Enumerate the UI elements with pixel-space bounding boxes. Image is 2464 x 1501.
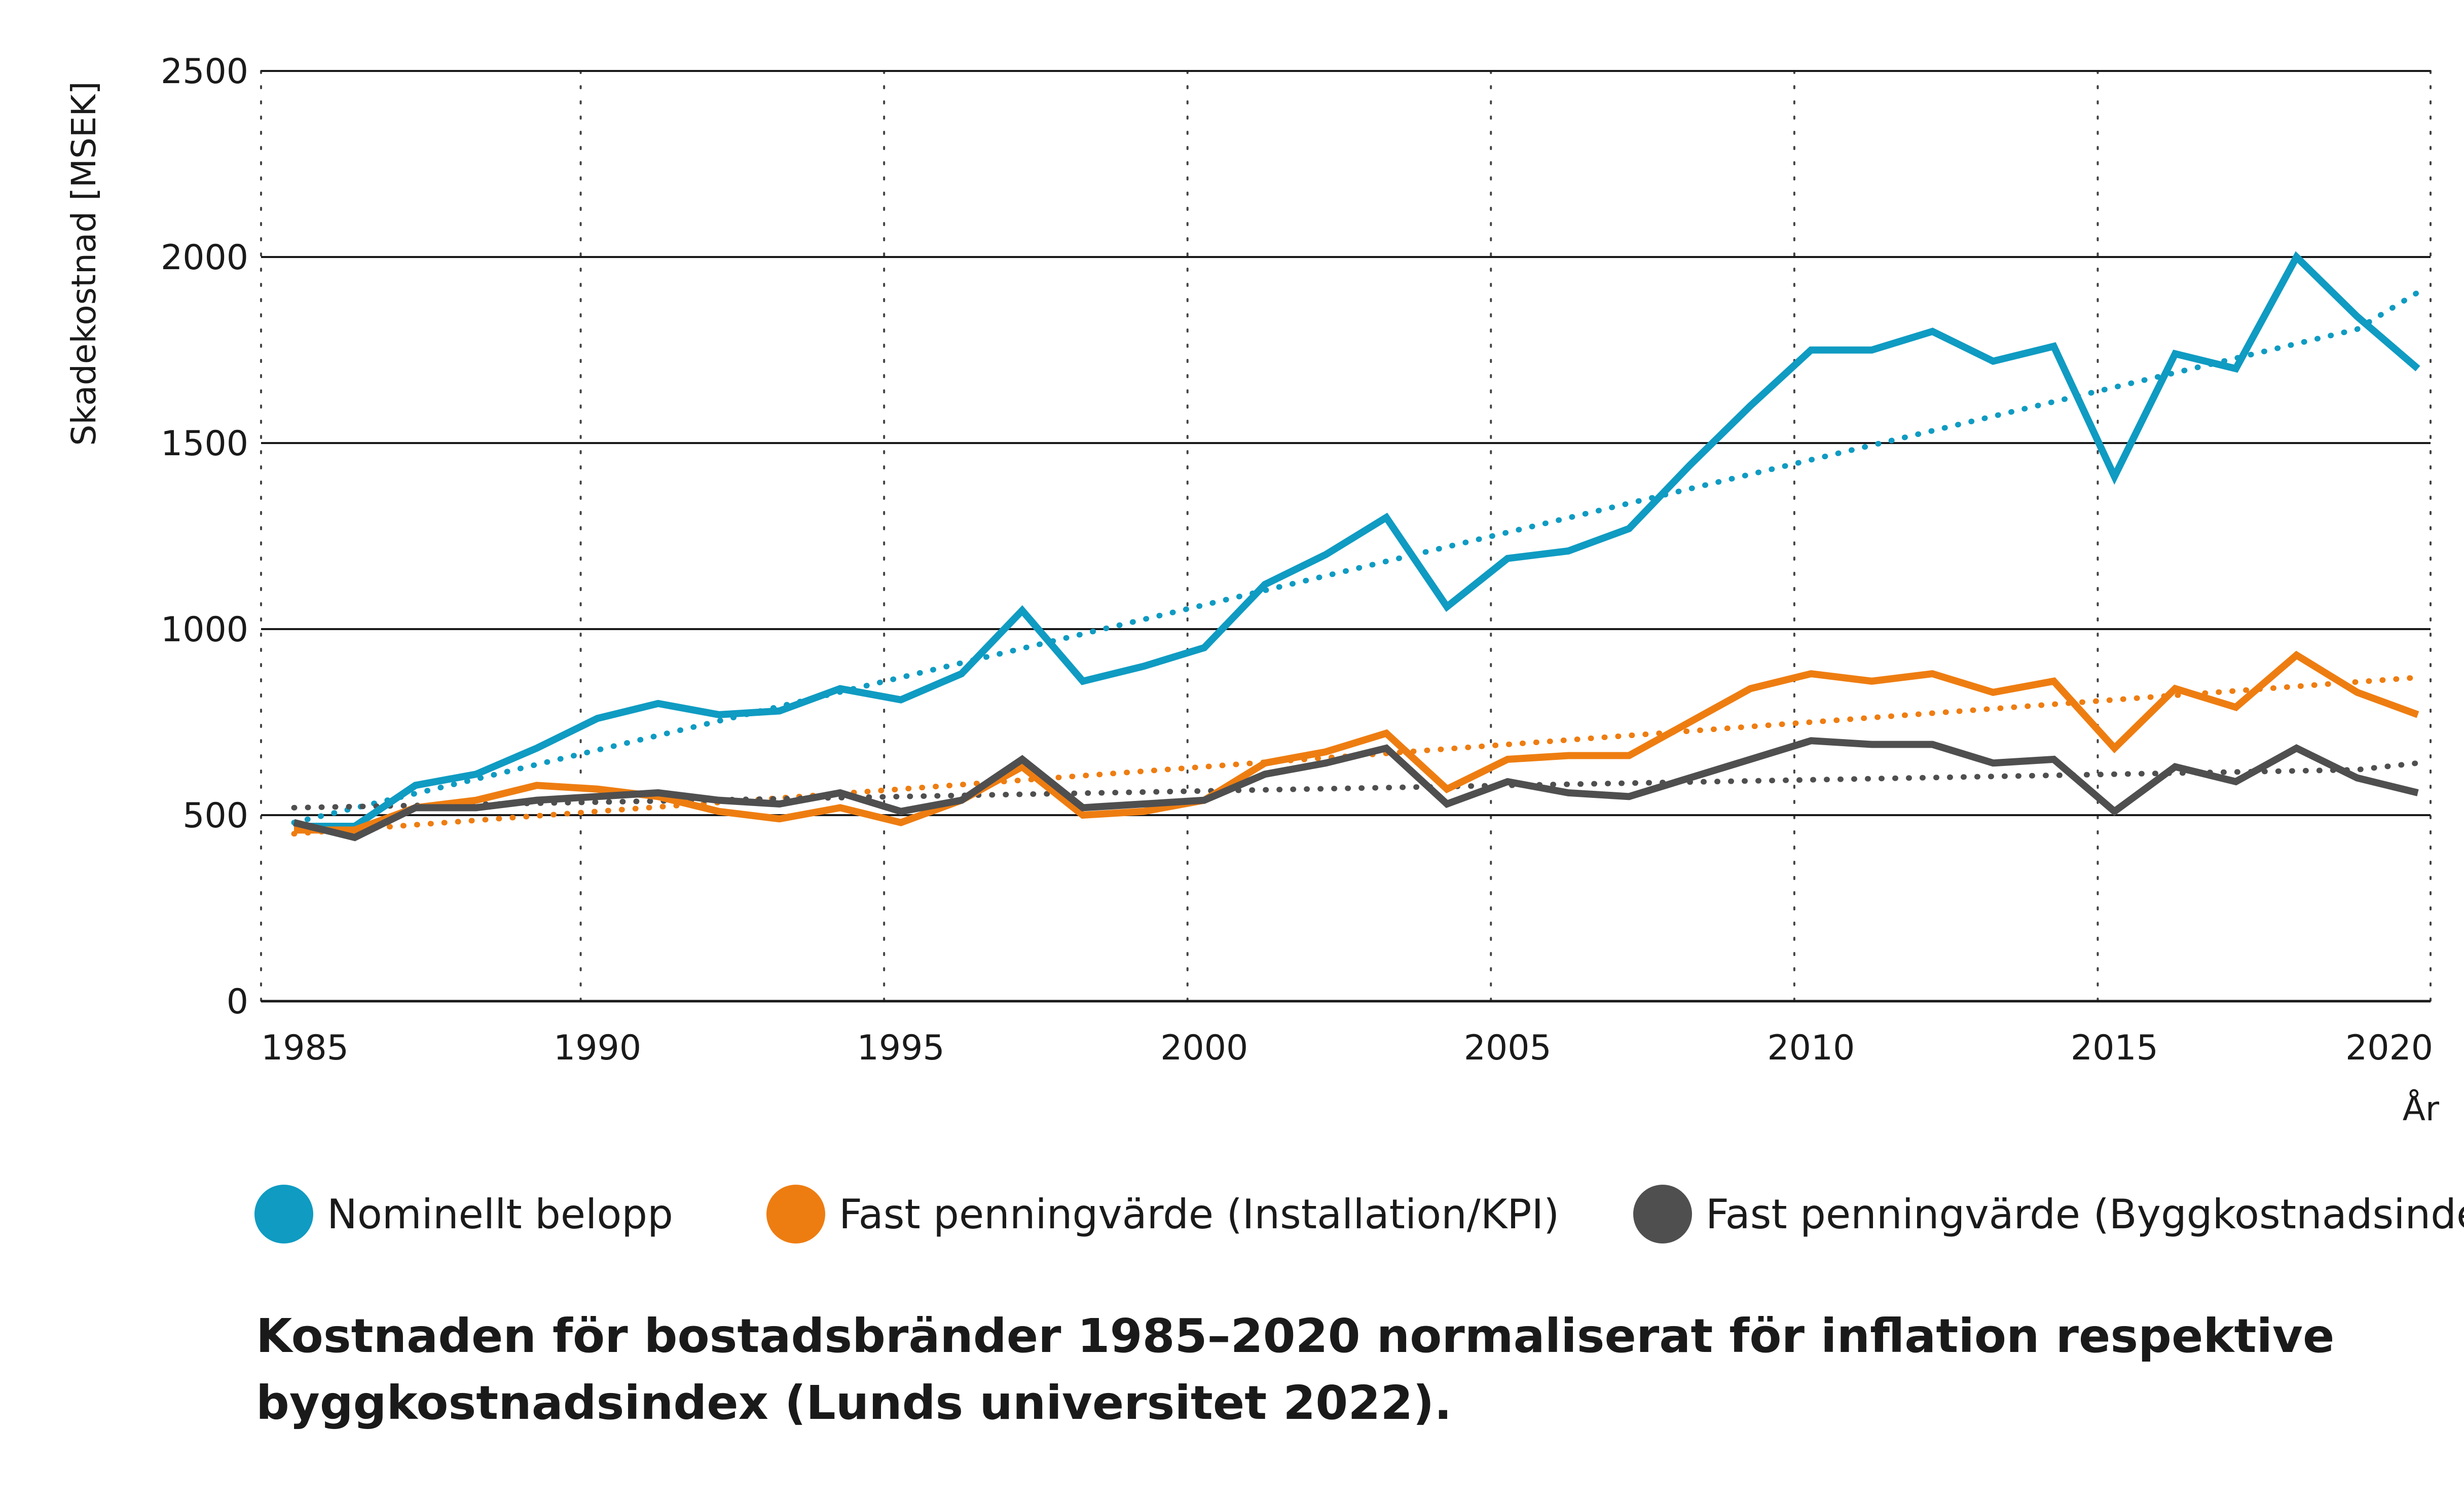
x-tick-label: 1995 [857,1028,945,1068]
series-line [294,251,2420,830]
y-tick-label: 2000 [161,238,248,278]
x-tick-label: 2000 [1160,1028,1248,1068]
data-series [293,251,2420,841]
y-axis-title: Skadekostnad [MSEK] [64,82,103,446]
y-axis-ticks: 0 500 1000 1500 2000 2500 [161,52,248,1022]
legend-label: Fast penningvärde (Byggkostnadsindex) [1706,1191,2464,1238]
y-tick-label: 2500 [161,52,248,92]
series-line [293,737,2419,841]
legend-marker [1633,1185,1692,1243]
trend-line [291,289,2421,826]
x-tick-label: 2005 [1464,1028,1552,1068]
x-tick-label: 2020 [2345,1028,2433,1068]
x-axis-title: År [2403,1089,2440,1128]
x-tick-label: 1990 [554,1028,641,1068]
x-tick-label: 2015 [2071,1028,2158,1068]
y-tick-label: 1500 [161,424,248,464]
x-tick-label: 2010 [1767,1028,1855,1068]
legend-label: Nominellt belopp [327,1191,673,1238]
x-tick-label: 1985 [261,1028,349,1068]
y-tick-label: 1000 [161,610,248,650]
legend: Nominellt belopp Fast penningvärde (Insta… [254,1185,2464,1243]
y-tick-label: 500 [182,796,248,836]
series-line [294,650,2419,834]
trend-line [291,760,2421,811]
figure-caption: Kostnaden för bostadsbränder 1985–2020 n… [256,1309,2335,1430]
legend-marker [254,1185,313,1243]
legend-marker [766,1185,825,1243]
horizontal-gridlines [261,70,2431,1003]
legend-label: Fast penningvärde (Installation/KPI) [839,1191,1559,1238]
y-tick-label: 0 [227,982,248,1022]
x-axis-ticks: 1985 1990 1995 2000 2005 2010 2015 2020 [261,1028,2433,1068]
vertical-gridlines [260,70,2432,1002]
